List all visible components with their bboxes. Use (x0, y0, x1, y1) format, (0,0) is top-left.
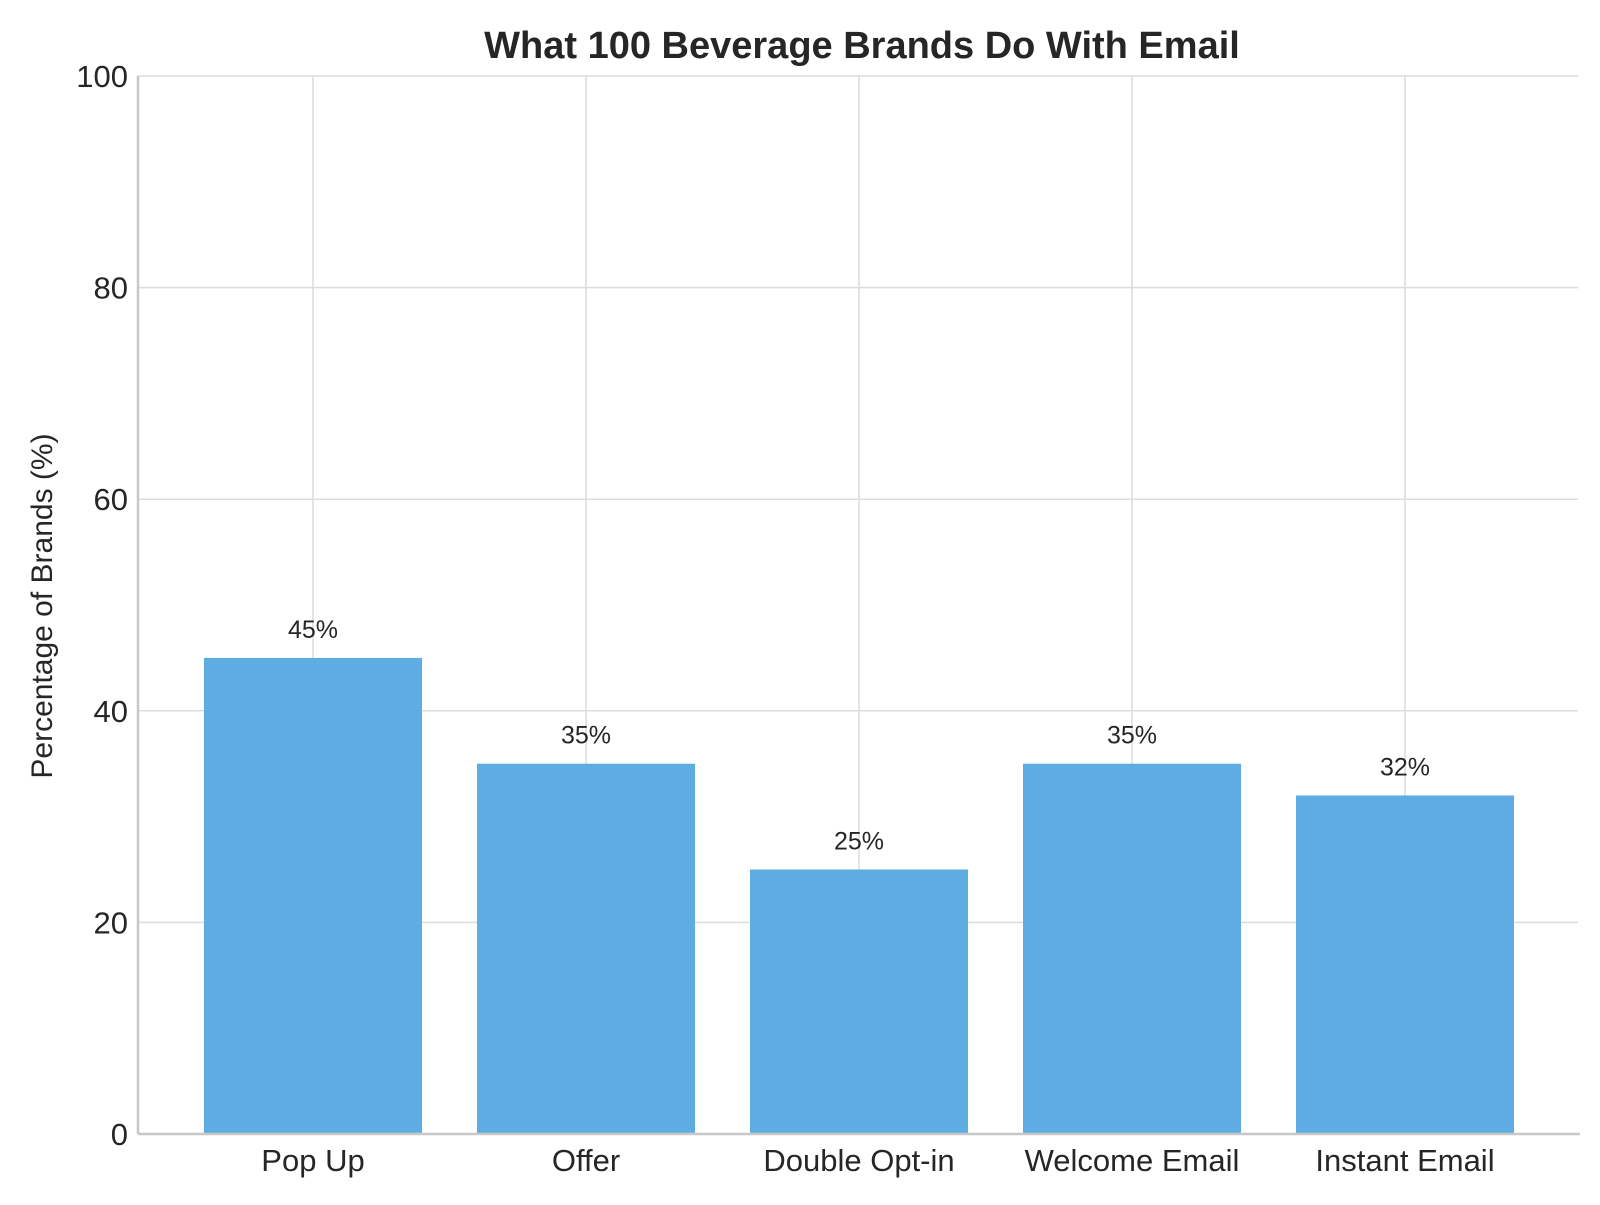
y-tick-label: 60 (94, 482, 128, 517)
bar (204, 657, 422, 1134)
data-label: 35% (561, 722, 611, 750)
data-label: 25% (834, 828, 884, 856)
bar-layer (204, 657, 1514, 1134)
data-label: 32% (1380, 753, 1430, 781)
bar (1023, 763, 1241, 1134)
x-tick-label: Welcome Email (1025, 1143, 1240, 1178)
x-tick-label: Pop Up (261, 1143, 364, 1178)
y-tick-label: 40 (94, 694, 128, 729)
data-label: 45% (288, 616, 338, 644)
bar (1296, 795, 1514, 1134)
y-tick-label: 0 (111, 1117, 128, 1152)
y-tick-label: 80 (94, 271, 128, 306)
chart-title: What 100 Beverage Brands Do With Email (484, 25, 1240, 67)
y-tick-label: 20 (94, 905, 128, 940)
data-label: 35% (1107, 722, 1157, 750)
bar (750, 869, 968, 1134)
y-tick-label: 100 (76, 59, 128, 94)
axis-layer (136, 76, 1580, 1136)
bar (477, 763, 695, 1134)
y-axis-label: Percentage of Brands (%) (26, 433, 59, 778)
x-tick-label: Offer (552, 1143, 620, 1178)
x-tick-label: Double Opt-in (763, 1143, 954, 1178)
label-layer: 0 20 40 60 80 100 45% Pop Up 35% Offer 25% Double O… (76, 59, 1494, 1178)
x-tick-label: Instant Email (1315, 1143, 1494, 1178)
